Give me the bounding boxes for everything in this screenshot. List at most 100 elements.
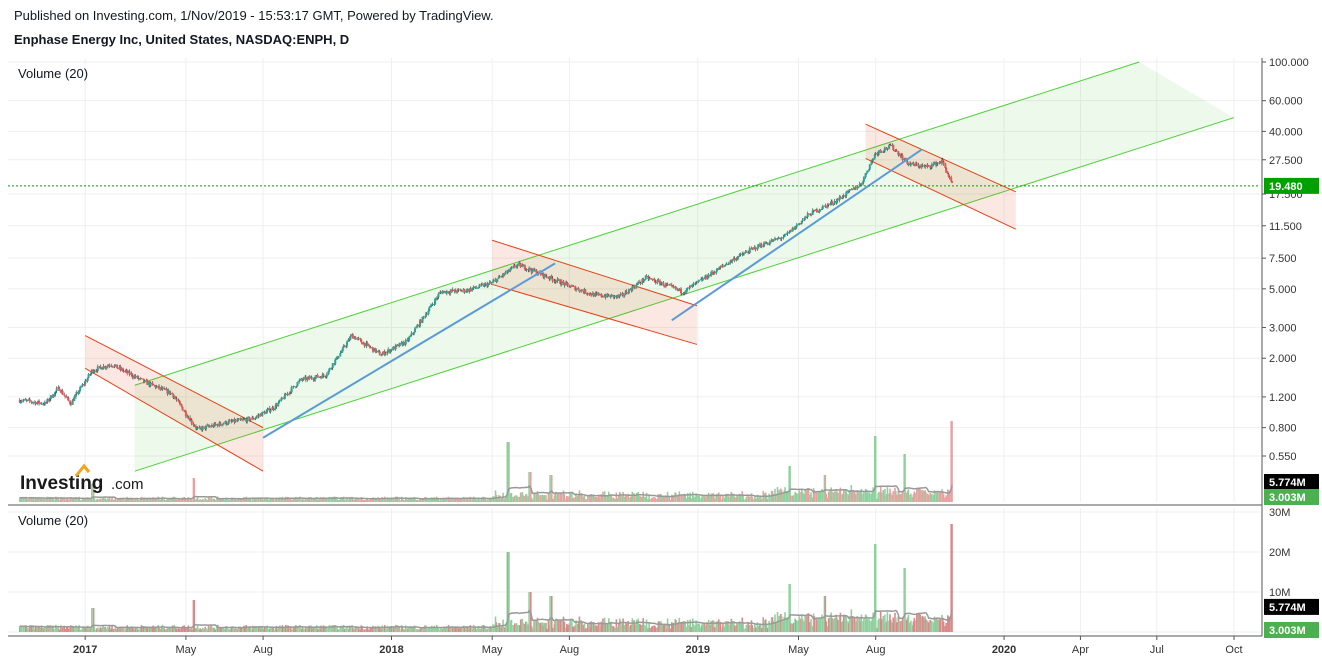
volume-bar bbox=[30, 625, 33, 632]
volume-overlay-bar bbox=[589, 498, 592, 502]
volume-bar bbox=[380, 629, 383, 632]
candle-body bbox=[257, 415, 260, 417]
volume-overlay-bar bbox=[595, 497, 598, 502]
candle-body bbox=[568, 284, 571, 288]
volume-bar bbox=[166, 628, 169, 632]
candle-body bbox=[950, 177, 953, 182]
volume-overlay-bar bbox=[117, 498, 119, 502]
volume-bar bbox=[102, 626, 105, 632]
candle-body bbox=[314, 376, 317, 380]
volume-bar bbox=[222, 628, 225, 632]
volume-overlay-bar bbox=[436, 496, 438, 502]
volume-overlay-bar bbox=[792, 495, 795, 502]
volume-overlay-bar bbox=[945, 495, 947, 502]
volume-overlay-bar bbox=[488, 498, 491, 502]
volume-overlay-bar bbox=[185, 498, 187, 502]
volume-overlay-bar bbox=[696, 495, 698, 502]
candle-body bbox=[737, 256, 740, 259]
volume-bar bbox=[521, 618, 524, 632]
volume-overlay-bar bbox=[606, 496, 608, 502]
volume-overlay-bar bbox=[618, 495, 620, 502]
volume-bar bbox=[414, 626, 416, 632]
candle-body bbox=[187, 417, 190, 419]
candle-body bbox=[357, 338, 360, 340]
volume-overlay-bar bbox=[359, 500, 362, 502]
candle-body bbox=[563, 282, 566, 286]
volume-bar bbox=[151, 627, 154, 632]
volume-bar bbox=[302, 628, 305, 632]
volume-bar bbox=[271, 627, 274, 632]
volume-overlay-bar bbox=[634, 496, 636, 502]
volume-bar bbox=[337, 629, 340, 632]
volume-overlay-bar bbox=[545, 495, 547, 502]
x-tick-label: 2019 bbox=[686, 644, 710, 656]
candle-body bbox=[214, 423, 217, 425]
volume-overlay-bar bbox=[898, 493, 900, 502]
volume-overlay-bar bbox=[295, 500, 298, 502]
volume-overlay-bar bbox=[331, 498, 333, 502]
volume-bar bbox=[707, 622, 709, 632]
candle-body bbox=[435, 297, 438, 299]
volume-bar bbox=[284, 625, 287, 632]
volume-bar bbox=[891, 622, 894, 632]
volume-bar bbox=[789, 584, 791, 632]
volume-overlay-bar bbox=[535, 493, 538, 502]
volume-overlay-bar bbox=[119, 498, 122, 502]
volume-bar bbox=[136, 627, 139, 632]
volume-overlay-bar bbox=[941, 489, 943, 502]
volume-bar bbox=[590, 621, 593, 632]
volume-overlay-bar bbox=[122, 498, 124, 502]
candle-body bbox=[697, 280, 700, 282]
candle-body bbox=[221, 423, 224, 426]
volume-bar bbox=[402, 629, 405, 632]
volume-bar bbox=[404, 629, 406, 632]
candle-body bbox=[174, 397, 177, 399]
volume-overlay-bar bbox=[700, 498, 702, 502]
volume-bar bbox=[425, 625, 427, 632]
volume-overlay-bar bbox=[878, 491, 880, 502]
candle-body bbox=[390, 349, 393, 351]
volume-overlay-bar bbox=[689, 492, 692, 502]
volume-bar bbox=[610, 621, 613, 632]
volume-overlay-bar bbox=[925, 492, 927, 502]
volume-overlay-bar bbox=[377, 497, 379, 502]
volume-overlay-bar bbox=[252, 497, 254, 502]
volume-overlay-bar bbox=[133, 499, 136, 502]
volume-bar bbox=[90, 626, 92, 632]
volume-bar bbox=[806, 616, 808, 632]
volume-overlay-bar bbox=[915, 487, 918, 502]
volume-bar bbox=[797, 620, 800, 632]
candle-body bbox=[653, 279, 656, 281]
volume-bar bbox=[257, 627, 259, 632]
volume-bar bbox=[612, 625, 614, 632]
volume-overlay-bar bbox=[431, 498, 434, 502]
y-tick-label: 7.500 bbox=[1269, 253, 1297, 265]
volume-overlay-bar bbox=[454, 497, 457, 502]
volume-overlay-bar bbox=[25, 497, 28, 502]
candle-body bbox=[533, 268, 536, 271]
volume-bar bbox=[451, 626, 453, 632]
volume-bar bbox=[326, 627, 328, 632]
candle-body bbox=[213, 423, 216, 427]
overlay-vol-badge: 3.003M bbox=[1269, 492, 1306, 504]
volume-bar bbox=[524, 623, 526, 632]
candle-body bbox=[254, 417, 257, 419]
volume-overlay-bar bbox=[190, 499, 192, 502]
volume-bar bbox=[839, 612, 842, 632]
candle-body bbox=[384, 353, 387, 355]
candle-body bbox=[261, 411, 264, 417]
candle-body bbox=[269, 410, 272, 412]
volume-overlay-bar bbox=[790, 495, 792, 502]
volume-bar bbox=[718, 625, 721, 632]
candle-body bbox=[158, 385, 161, 389]
volume-overlay-bar bbox=[630, 496, 633, 502]
candle-body bbox=[354, 337, 357, 340]
volume-overlay-bar bbox=[456, 498, 459, 502]
volume-overlay-bar bbox=[28, 498, 30, 502]
volume-bar bbox=[293, 627, 295, 632]
candle-body bbox=[801, 220, 804, 222]
volume-overlay-bar bbox=[549, 475, 551, 502]
y-tick-label: 2.000 bbox=[1269, 353, 1297, 365]
volume-bar bbox=[565, 627, 567, 632]
